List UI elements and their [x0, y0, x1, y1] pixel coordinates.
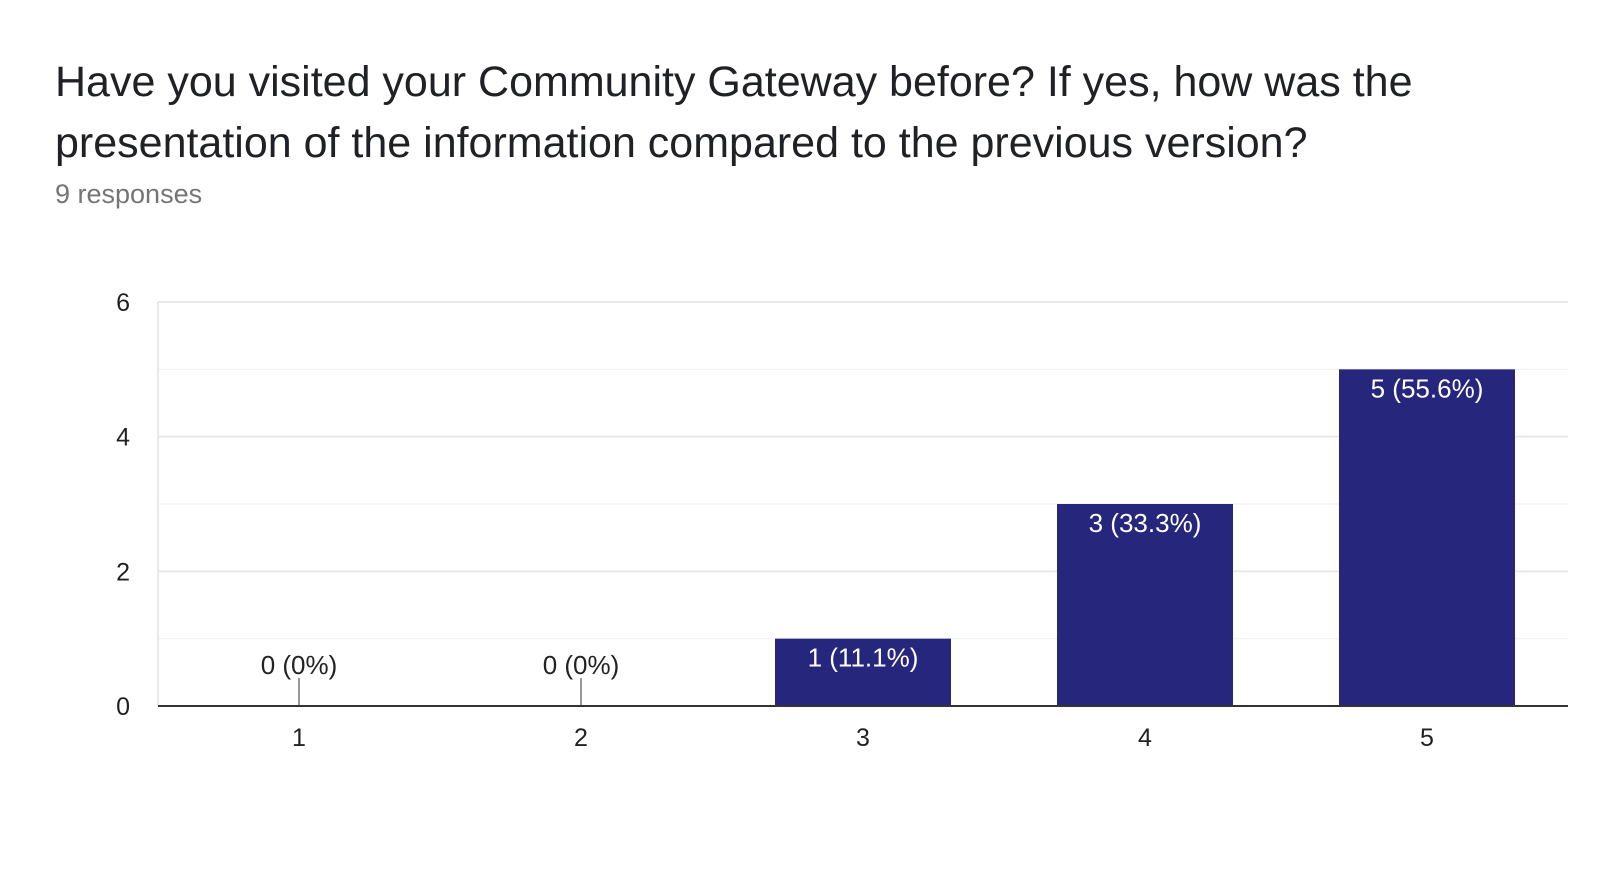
x-tick-label: 5 [1420, 724, 1434, 752]
bar-5 [1339, 369, 1515, 706]
data-label: 0 (0%) [543, 650, 620, 680]
data-label: 0 (0%) [261, 650, 338, 680]
chart-title: Have you visited your Community Gateway … [55, 58, 1413, 167]
x-tick-label: 3 [856, 724, 870, 752]
bar-3 [775, 638, 951, 706]
data-label: 5 (55.6%) [1371, 373, 1484, 403]
y-tick-label: 0 [116, 693, 130, 721]
y-tick-label: 2 [116, 558, 130, 586]
bar-4 [1057, 504, 1233, 706]
y-tick-label: 4 [116, 424, 130, 452]
data-label: 1 (11.1%) [808, 643, 919, 673]
x-tick-label: 2 [574, 724, 588, 752]
data-label: 3 (33.3%) [1089, 508, 1202, 538]
response-count: 9 responses [55, 179, 203, 209]
x-tick-label: 1 [292, 724, 306, 752]
x-tick-label: 4 [1138, 724, 1152, 752]
y-tick-label: 6 [116, 289, 130, 317]
